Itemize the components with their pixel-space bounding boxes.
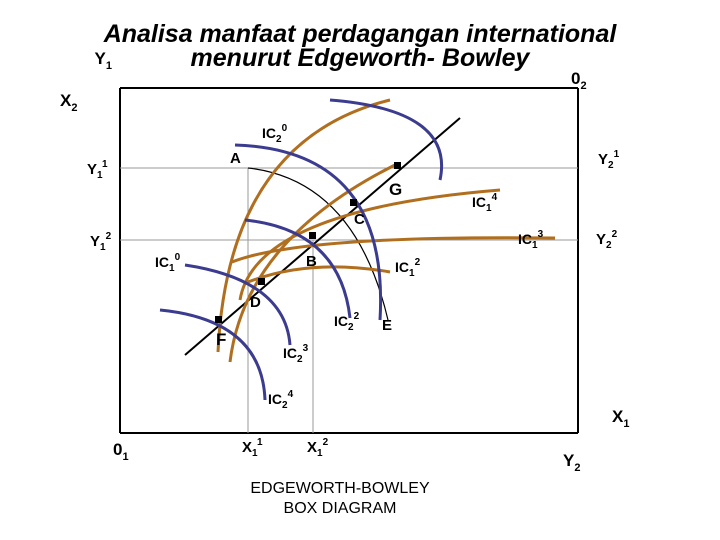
ic2-0-curve [244,218,352,319]
label-o2: 02 [571,69,587,92]
ic1-2-curve [247,265,391,284]
label-ic1-3: IC13 [518,229,544,251]
ic2-3-curve [184,263,292,346]
label-y2: Y2 [563,451,580,474]
ic2-g-curve [329,98,443,181]
label-ic2-3: IC23 [283,343,309,365]
point-d-marker [258,278,265,285]
ic2-4-curve [159,308,267,401]
label-y1: Y1 [95,49,112,72]
point-g-label: G [389,180,402,199]
label-ic2-4: IC24 [268,389,294,411]
label-x1-2: X12 [307,437,329,459]
caption-line-2: BOX DIAGRAM [283,500,397,517]
point-b-label: B [306,253,317,270]
title-line-2: menurut Edgeworth- Bowley [190,44,530,72]
label-x1-1: X11 [242,437,263,459]
ic1-3-curve [231,236,556,264]
label-o1: 01 [113,440,129,463]
contract-curve [184,117,461,356]
label-ic1-4: IC14 [472,192,498,214]
label-ic1-2: IC12 [395,257,421,279]
point-c-label: C [354,211,365,228]
label-y2-1: Y21 [598,149,620,171]
title-line-1: Analisa manfaat perdagangan internationa… [103,20,617,48]
point-f-marker [215,316,222,323]
point-g-marker [394,162,401,169]
label-y1-1: Y11 [87,159,108,181]
label-ic2-0: IC20 [262,123,288,145]
point-c-marker [350,199,357,206]
label-ic1-0: IC10 [155,252,181,274]
diagram-caption: EDGEWORTH-BOWLEY BOX DIAGRAM [200,479,480,519]
label-ic2-2: IC22 [334,311,360,333]
ic1-0-curve [216,98,391,353]
point-f-label: F [216,330,226,349]
label-y1-2: Y12 [90,231,112,253]
ic1-1-curve [228,163,396,363]
ic1-4-curve [238,188,501,301]
label-x1: X1 [612,407,629,430]
point-e-label: E [382,317,392,334]
label-y2-2: Y22 [596,229,618,251]
point-b-marker [309,232,316,239]
point-d-label: D [250,294,261,311]
point-a-label: A [230,150,241,167]
label-x2: X2 [60,91,77,114]
ic2-2-curve [234,143,383,321]
caption-line-1: EDGEWORTH-BOWLEY [250,480,430,497]
